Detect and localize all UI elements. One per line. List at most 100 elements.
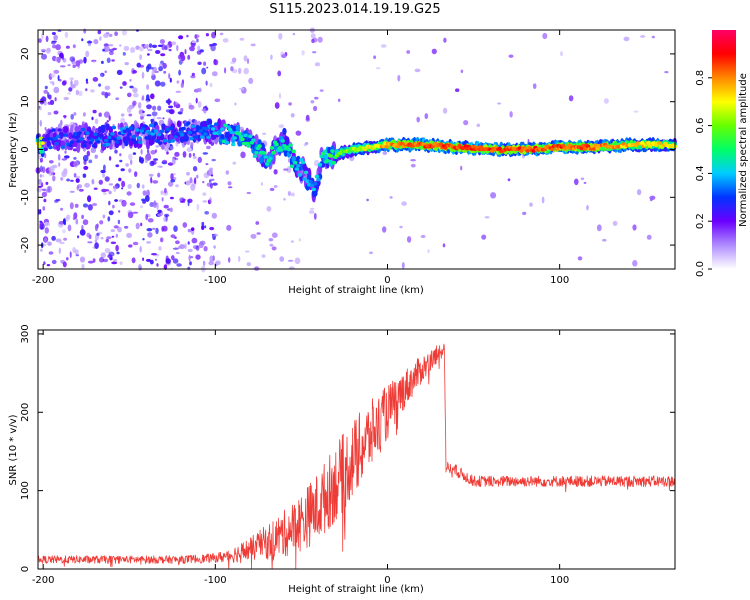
spectrogram-speckle xyxy=(121,29,127,36)
spectrogram-speckle xyxy=(271,232,278,238)
spectrogram-speckle xyxy=(69,190,75,193)
spectrogram-speckle xyxy=(246,58,250,64)
spectrogram-speckle xyxy=(250,233,257,239)
spectrogram-ridge-cell xyxy=(224,140,230,145)
spectrogram-speckle xyxy=(152,201,158,208)
spectrogram-speckle xyxy=(283,168,289,171)
snr-panel: -200 -100 0 100 0 100 200 300 Height of straigh… xyxy=(8,324,676,595)
spectrogram-speckle xyxy=(443,37,447,43)
spectrogram-speckle xyxy=(180,54,186,62)
spectrogram-speckle xyxy=(67,224,72,232)
spectrogram-speckle xyxy=(180,107,184,113)
spectrogram-speckle xyxy=(281,54,287,59)
spectrogram-speckle xyxy=(48,251,54,255)
spectrogram-ridge-cell xyxy=(330,149,335,153)
spectrogram-speckle xyxy=(129,85,134,89)
spectrogram-speckle xyxy=(118,177,122,182)
spectrogram-speckle xyxy=(62,218,66,225)
spectrogram-speckle xyxy=(211,71,218,77)
spectrogram-speckle xyxy=(44,127,47,131)
spectrogram-speckle xyxy=(101,188,107,193)
spectrogram-ridge-cell xyxy=(296,164,301,168)
spectrogram-ridge-cell xyxy=(313,181,318,186)
spectrogram-speckle xyxy=(212,182,218,186)
spectrogram-ridge-cell xyxy=(105,142,110,147)
spectrogram-speckle xyxy=(41,174,45,178)
spectrogram-speckle xyxy=(140,112,146,118)
spectrogram-ridge-cell xyxy=(217,130,222,134)
spectrogram-speckle xyxy=(69,77,74,81)
spectrogram-speckle xyxy=(176,80,180,84)
spectrogram-ridge-cell xyxy=(235,124,241,132)
spectrogram-ridge-cell xyxy=(325,159,330,163)
spectrogram-speckle xyxy=(294,257,301,265)
spectrogram-speckle xyxy=(37,178,42,185)
spectrogram-speckle xyxy=(100,74,103,77)
spectrogram-speckle xyxy=(126,232,132,239)
spectrogram-speckle xyxy=(401,262,405,269)
spectrogram-speckle xyxy=(154,80,161,87)
spectrogram-speckle xyxy=(146,94,150,101)
spectrogram-speckle xyxy=(175,184,179,188)
spectrogram-speckle xyxy=(38,185,42,188)
spectrogram-speckle xyxy=(128,153,133,160)
spectrogram-speckle xyxy=(132,211,139,214)
spectrogram-speckle xyxy=(288,102,292,106)
spectrogram-speckle xyxy=(113,258,118,262)
spectrogram-speckle xyxy=(73,173,77,178)
spectrogram-speckle xyxy=(224,67,227,74)
spectrogram-ridge-cell xyxy=(241,141,247,146)
spectrogram-ridge-cell xyxy=(193,135,199,139)
spectrogram-speckle xyxy=(83,28,87,34)
spectrogram-speckle xyxy=(127,211,134,219)
spectrogram-ridge-cell xyxy=(189,136,194,141)
spectrogram-speckle xyxy=(163,204,169,209)
spectrogram-speckle xyxy=(51,235,56,241)
spectrogram-speckle xyxy=(301,50,305,56)
spectrogram-speckle xyxy=(314,62,321,67)
spectrogram-ridge-cell xyxy=(125,135,131,142)
spectrogram-speckle xyxy=(147,218,154,223)
spectrogram-speckle xyxy=(146,154,151,161)
spectrogram-speckle xyxy=(151,111,158,117)
spectrogram-ridge-cell xyxy=(186,121,191,125)
spectrogram-speckle xyxy=(132,70,137,74)
spectrogram-speckle xyxy=(206,66,209,69)
spectrogram-speckle xyxy=(197,101,202,108)
spectrogram-ridge-cell xyxy=(579,146,585,151)
spectrogram-speckle xyxy=(529,202,533,207)
spectrogram-speckle xyxy=(141,184,145,189)
figure-title: S115.2023.014.19.19.G25 xyxy=(269,2,440,17)
spectrogram-speckle xyxy=(243,67,249,75)
spectrogram-speckle xyxy=(291,240,294,243)
spectrogram-speckle xyxy=(144,44,149,48)
spectrogram-speckle xyxy=(92,77,99,82)
spectrogram-speckle xyxy=(632,260,638,267)
snr-y-tick-label: 100 xyxy=(20,481,31,500)
spectrogram-ridge-cell xyxy=(107,135,112,140)
spectrogram-speckle xyxy=(290,113,295,118)
spectrogram-speckle xyxy=(114,31,118,36)
spectrogram-speckle xyxy=(93,187,98,190)
spectrogram-speckle xyxy=(427,249,430,254)
spectrogram-speckle xyxy=(40,48,47,51)
spectrogram-speckle xyxy=(63,155,70,159)
spectrogram-speckle xyxy=(227,181,232,186)
spectrogram-y-tick-label: 10 xyxy=(20,95,31,108)
spectrogram-speckle xyxy=(269,243,274,247)
spectrogram-speckle xyxy=(195,254,201,260)
spectrogram-speckle xyxy=(51,40,56,45)
spectrogram-speckle xyxy=(108,210,114,216)
spectrogram-speckle xyxy=(287,191,291,196)
spectrogram-speckle xyxy=(75,218,79,225)
spectrogram-speckle xyxy=(59,79,62,82)
spectrogram-speckle xyxy=(87,260,94,264)
spectrogram-speckle xyxy=(646,234,652,240)
spectrogram-speckle xyxy=(210,178,215,181)
spectrogram-y-label: Frequency (Hz) xyxy=(8,112,19,188)
spectrogram-speckle xyxy=(373,55,376,59)
spectrogram-speckle xyxy=(70,179,74,182)
spectrogram-speckle xyxy=(85,88,88,92)
spectrogram-ridge-cell xyxy=(99,135,104,139)
spectrogram-ridge-cell xyxy=(200,135,205,139)
